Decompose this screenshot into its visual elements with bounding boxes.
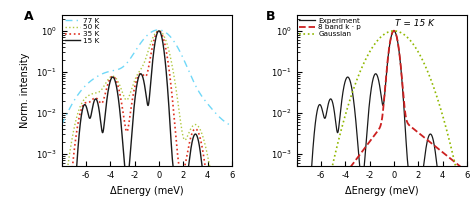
Gaussian (406, 38, 412, 41)
35 K (86, 101, 91, 104)
50 K (156, 30, 162, 32)
Gaussian (288, 174, 293, 177)
Line: 77 K: 77 K (55, 30, 238, 137)
8 band k · p (438, 149, 443, 152)
Gaussian (357, 70, 363, 73)
8 band k · p (391, 30, 397, 32)
15 K (235, 169, 241, 172)
50 K (122, 98, 128, 100)
35 K (203, 168, 209, 171)
X-axis label: ΔEnergy (meV): ΔEnergy (meV) (345, 186, 419, 196)
Gaussian (470, 174, 474, 177)
77 K (156, 28, 162, 31)
8 band k · p (406, 124, 412, 126)
8 band k · p (470, 174, 474, 177)
Gaussian (397, 31, 403, 33)
50 K (203, 145, 209, 148)
35 K (189, 133, 194, 135)
15 K (86, 115, 91, 117)
8 band k · p (397, 57, 403, 60)
77 K (122, 64, 128, 66)
50 K (53, 169, 58, 172)
50 K (86, 94, 91, 97)
X-axis label: ΔEnergy (meV): ΔEnergy (meV) (110, 186, 183, 196)
77 K (86, 82, 91, 84)
Line: 50 K: 50 K (55, 31, 238, 170)
Y-axis label: Norm. intensity: Norm. intensity (20, 53, 30, 128)
35 K (122, 125, 128, 128)
Line: 35 K: 35 K (55, 31, 238, 170)
50 K (189, 126, 194, 129)
35 K (172, 117, 177, 119)
Gaussian (391, 30, 397, 32)
Text: T = 15 K: T = 15 K (395, 19, 434, 28)
35 K (162, 43, 168, 46)
Experiment (357, 169, 363, 172)
8 band k · p (424, 138, 429, 141)
Experiment (470, 169, 474, 172)
Experiment (397, 58, 403, 60)
Text: B: B (266, 10, 275, 23)
8 band k · p (357, 153, 363, 155)
8 band k · p (288, 174, 293, 177)
15 K (189, 143, 194, 145)
77 K (172, 41, 177, 43)
Line: Gaussian: Gaussian (291, 31, 473, 176)
Experiment (406, 169, 412, 172)
Experiment (321, 115, 327, 117)
Line: 15 K: 15 K (55, 31, 238, 170)
Gaussian (321, 174, 327, 177)
50 K (235, 169, 241, 172)
77 K (235, 128, 241, 130)
77 K (203, 100, 209, 103)
35 K (53, 169, 58, 172)
Line: 8 band k · p: 8 band k · p (291, 31, 473, 176)
Legend: Experiment, 8 band k · p, Gaussian: Experiment, 8 band k · p, Gaussian (299, 17, 362, 38)
50 K (172, 76, 177, 79)
Experiment (438, 169, 443, 172)
Gaussian (438, 107, 443, 110)
15 K (156, 30, 162, 32)
Text: A: A (24, 10, 34, 23)
15 K (172, 169, 177, 172)
77 K (162, 31, 168, 33)
15 K (122, 169, 128, 172)
15 K (203, 169, 209, 172)
Experiment (391, 30, 397, 32)
50 K (162, 37, 168, 40)
Line: Experiment: Experiment (291, 31, 473, 170)
Gaussian (424, 68, 429, 71)
8 band k · p (321, 174, 327, 177)
Legend: 77 K, 50 K, 35 K, 15 K: 77 K, 50 K, 35 K, 15 K (64, 17, 100, 45)
15 K (53, 169, 58, 172)
35 K (156, 30, 162, 32)
15 K (162, 58, 168, 60)
35 K (235, 169, 241, 172)
77 K (53, 136, 58, 138)
Experiment (424, 143, 429, 145)
Experiment (288, 169, 293, 172)
77 K (189, 76, 194, 79)
